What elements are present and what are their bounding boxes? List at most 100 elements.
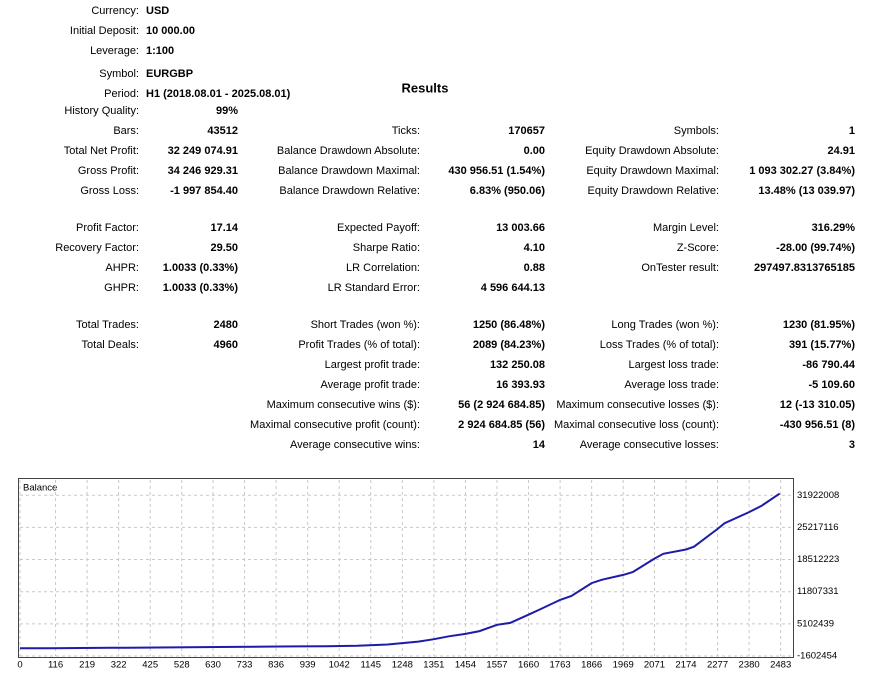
stat-label: Z-Score: [677, 242, 719, 254]
field-label: Leverage: [90, 45, 139, 57]
stat-value: 56 (2 924 684.85) [458, 399, 545, 411]
stat-label: Maximal consecutive profit (count): [250, 419, 420, 431]
stat-label: GHPR: [104, 282, 139, 294]
stat-value: 6.83% (950.06) [470, 185, 546, 197]
stat-label: Largest profit trade: [325, 359, 420, 371]
x-tick-label: 1866 [581, 660, 602, 671]
stat-label: LR Standard Error: [328, 282, 420, 294]
x-tick-label: 1557 [486, 660, 507, 671]
x-tick-label: 1969 [613, 660, 634, 671]
stat-value: 12 (-13 310.05) [780, 399, 856, 411]
stat-label: Balance Drawdown Relative: [279, 185, 420, 197]
stat-label: LR Correlation: [346, 262, 420, 274]
field-label: Currency: [91, 5, 139, 17]
balance-line [19, 492, 781, 650]
stat-label: Average consecutive losses: [580, 439, 719, 451]
stat-value: 34 246 929.31 [168, 165, 238, 177]
stat-value: 391 (15.77%) [789, 339, 855, 351]
x-tick-label: 116 [48, 660, 63, 671]
stat-label: Equity Drawdown Maximal: [586, 165, 719, 177]
stat-value: 1230 (81.95%) [783, 319, 855, 331]
stat-value: 2480 [214, 319, 238, 331]
stat-label: Balance Drawdown Maximal: [278, 165, 420, 177]
stat-label: Maximal consecutive loss (count): [554, 419, 719, 431]
stat-value: 132 250.08 [490, 359, 545, 371]
x-tick-label: 219 [79, 660, 95, 671]
stat-value: 13.48% (13 039.97) [758, 185, 855, 197]
stat-value: 0.00 [524, 145, 545, 157]
x-tick-label: 425 [142, 660, 158, 671]
stat-label: Equity Drawdown Absolute: [585, 145, 719, 157]
stat-value: -28.00 (99.74%) [776, 242, 855, 254]
x-tick-label: 1145 [361, 660, 381, 671]
field-label: Period: [104, 88, 139, 100]
stat-label: Ticks: [392, 125, 420, 137]
stat-value: 316.29% [812, 222, 856, 234]
stat-value: 1 093 302.27 (3.84%) [749, 165, 855, 177]
stat-value: -86 790.44 [802, 359, 855, 371]
stat-value: 1.0033 (0.33%) [163, 262, 239, 274]
stat-value: 43512 [207, 125, 238, 137]
stat-label: Short Trades (won %): [311, 319, 420, 331]
y-tick-label: 11807331 [797, 586, 839, 597]
stat-label: Profit Factor: [76, 222, 139, 234]
x-tick-label: 1042 [329, 660, 350, 671]
y-tick-label: 25217116 [797, 522, 839, 533]
stat-label: Maximum consecutive losses ($): [556, 399, 719, 411]
stat-label: Expected Payoff: [337, 222, 420, 234]
x-tick-label: 0 [17, 660, 22, 671]
x-tick-label: 1454 [455, 660, 476, 671]
stat-label: Total Net Profit: [64, 145, 139, 157]
results-title: Results [402, 80, 449, 95]
stat-label: Gross Loss: [80, 185, 139, 197]
stat-value: 297497.8313765185 [754, 262, 855, 274]
stat-value: 1.0033 (0.33%) [163, 282, 239, 294]
stat-value: 4 596 644.13 [481, 282, 545, 294]
y-tick-label: 5102439 [797, 618, 834, 629]
stat-label: Profit Trades (% of total): [298, 339, 420, 351]
x-tick-label: 1351 [423, 660, 444, 671]
x-tick-label: 2071 [644, 660, 665, 671]
stat-value: 170657 [508, 125, 545, 137]
y-tick-label: 18512223 [797, 554, 839, 565]
x-tick-label: 1763 [550, 660, 571, 671]
x-tick-label: 630 [205, 660, 221, 671]
stat-value: 32 249 074.91 [168, 145, 238, 157]
stat-value: 16 393.93 [496, 379, 545, 391]
x-tick-label: 2380 [739, 660, 760, 671]
stat-label: Average profit trade: [321, 379, 420, 391]
stat-value: 14 [533, 439, 546, 451]
stat-label: Largest loss trade: [629, 359, 720, 371]
field-value: H1 (2018.08.01 - 2025.08.01) [146, 88, 291, 100]
stat-label: Total Trades: [76, 319, 139, 331]
stat-label: Loss Trades (% of total): [600, 339, 719, 351]
stat-value: 2089 (84.23%) [473, 339, 545, 351]
stat-label: Margin Level: [653, 222, 719, 234]
stat-value: 13 003.66 [496, 222, 545, 234]
stat-label: Average consecutive wins: [290, 439, 420, 451]
stat-label: Symbols: [674, 125, 719, 137]
stat-value: -1 997 854.40 [170, 185, 238, 197]
stat-label: Gross Profit: [78, 165, 139, 177]
stat-value: 3 [849, 439, 855, 451]
x-tick-label: 2174 [675, 660, 696, 671]
stat-value: -430 956.51 (8) [780, 419, 856, 431]
x-tick-label: 322 [111, 660, 127, 671]
x-tick-label: 939 [300, 660, 316, 671]
stat-label: Sharpe Ratio: [353, 242, 420, 254]
stat-value: 24.91 [827, 145, 855, 157]
stat-value: -5 109.60 [809, 379, 855, 391]
field-label: Initial Deposit: [70, 25, 139, 37]
x-tick-label: 1248 [392, 660, 413, 671]
y-tick-label: -1602454 [797, 651, 837, 662]
stat-label: Recovery Factor: [55, 242, 139, 254]
stat-value: 4.10 [524, 242, 545, 254]
stat-value: 17.14 [210, 222, 238, 234]
stat-value: 99% [216, 105, 238, 117]
stat-label: Long Trades (won %): [611, 319, 719, 331]
stat-value: 4960 [214, 339, 238, 351]
stat-label: Equity Drawdown Relative: [588, 185, 719, 197]
stat-value: 2 924 684.85 (56) [458, 419, 545, 431]
field-label: Symbol: [99, 68, 139, 80]
